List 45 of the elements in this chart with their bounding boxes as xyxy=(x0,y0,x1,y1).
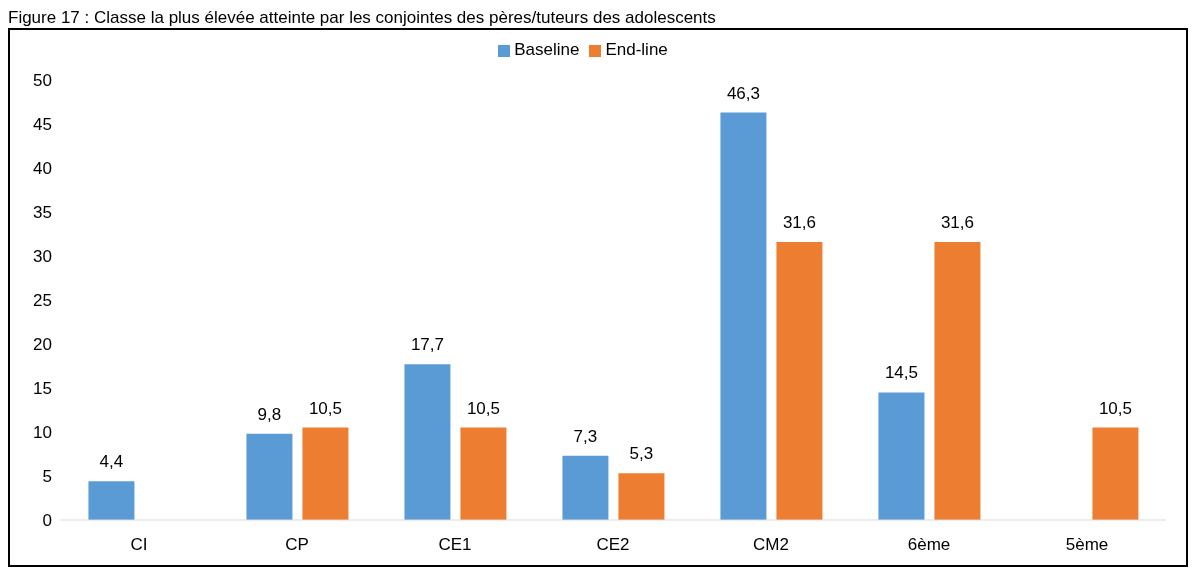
data-label: 10,5 xyxy=(466,398,500,418)
data-label: 9,8 xyxy=(257,404,282,424)
y-tick-label: 15 xyxy=(33,379,52,399)
bar xyxy=(1092,427,1139,520)
bar xyxy=(934,241,981,520)
data-label: 46,3 xyxy=(726,83,760,103)
data-label: 4,4 xyxy=(99,452,124,472)
bar xyxy=(404,364,451,520)
data-label: 31,6 xyxy=(782,212,816,232)
bar xyxy=(302,427,349,520)
bar xyxy=(720,112,767,520)
y-tick-label: 25 xyxy=(33,291,52,311)
legend-label: End-line xyxy=(605,40,668,59)
data-label: 5,3 xyxy=(629,444,654,464)
bar xyxy=(618,473,665,520)
data-label: 17,7 xyxy=(410,335,444,355)
bar xyxy=(562,455,609,520)
y-tick-label: 5 xyxy=(42,467,52,487)
y-tick-label: 45 xyxy=(33,115,52,135)
y-tick-label: 35 xyxy=(33,203,52,223)
y-tick-label: 20 xyxy=(33,335,52,355)
bar xyxy=(246,433,293,520)
legend-label: Baseline xyxy=(514,40,580,59)
x-tick-label: CI xyxy=(130,535,148,555)
y-tick-label: 50 xyxy=(33,71,52,91)
x-tick-label: CM2 xyxy=(753,535,789,555)
bar xyxy=(776,241,823,520)
data-label: 31,6 xyxy=(940,212,974,232)
data-label: 10,5 xyxy=(308,398,342,418)
x-tick-label: CE1 xyxy=(438,535,472,555)
data-label: 7,3 xyxy=(573,426,598,446)
y-tick-label: 40 xyxy=(33,159,52,179)
data-label: 14,5 xyxy=(884,363,918,383)
chart-title: Figure 17 : Classe la plus élevée atteinte par les conjointes des pères/tuteurs des adolescents xyxy=(8,8,717,28)
bar xyxy=(878,392,925,520)
x-tick-label: 6ème xyxy=(907,535,951,555)
bar xyxy=(460,427,507,520)
x-tick-label: 5ème xyxy=(1065,535,1109,555)
y-tick-label: 10 xyxy=(33,423,52,443)
x-tick-label: CP xyxy=(285,535,309,555)
y-tick-label: 30 xyxy=(33,247,52,267)
y-tick-label: 0 xyxy=(42,511,52,531)
data-label: 10,5 xyxy=(1098,398,1132,418)
bar xyxy=(88,481,135,520)
x-tick-label: CE2 xyxy=(596,535,630,555)
